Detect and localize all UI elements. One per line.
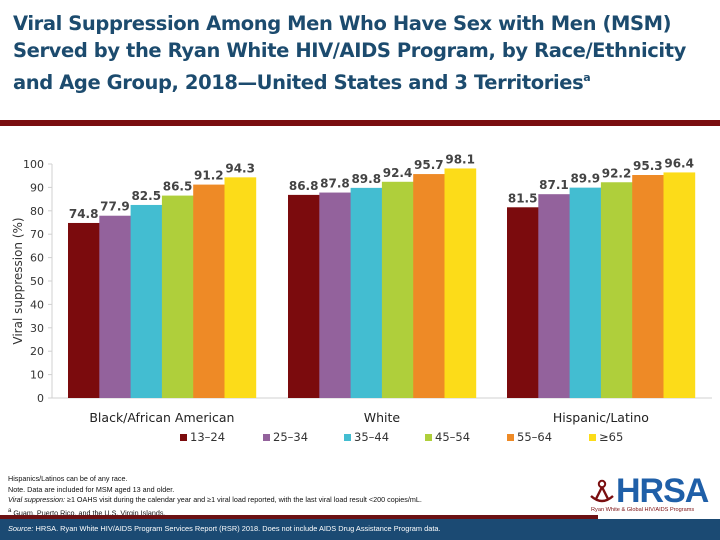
y-tick-label: 40	[30, 298, 44, 311]
data-label: 86.8	[289, 179, 319, 193]
legend-label: 45–54	[435, 430, 470, 444]
bar	[319, 192, 351, 398]
bar	[632, 174, 664, 398]
chart-bars	[68, 168, 696, 398]
data-label: 87.8	[320, 177, 350, 191]
bar	[161, 195, 194, 398]
footer-divider	[0, 515, 598, 519]
note-territories: a Guam, Puerto Rico, and the U.S. Virgin…	[8, 506, 568, 519]
title-footnote-marker: a	[583, 71, 591, 84]
chart-notes: Hispanics/Latinos can be of any race. No…	[8, 474, 568, 518]
bar	[288, 194, 320, 398]
bar	[350, 187, 383, 398]
y-tick-label: 70	[30, 228, 44, 241]
data-label: 86.5	[163, 180, 193, 194]
x-category-label: Black/African American	[89, 410, 234, 425]
hrsa-wordmark: HRSA	[616, 472, 709, 510]
data-label: 89.9	[570, 172, 600, 186]
chart-category-labels: Black/African American White Hispanic/Lati…	[89, 410, 649, 425]
bar	[193, 184, 225, 398]
y-tick-label: 10	[30, 369, 44, 382]
page-title: Viral Suppression Among Men Who Have Sex…	[13, 10, 718, 96]
y-tick-label: 90	[30, 181, 44, 194]
note-territories-text: Guam, Puerto Rico, and the U.S. Virgin I…	[11, 507, 166, 517]
bar	[663, 172, 696, 398]
data-label: 91.2	[194, 169, 224, 183]
bar	[99, 215, 131, 398]
legend-swatch	[180, 434, 187, 441]
title-line-1: Viral Suppression Among Men Who Have Sex…	[13, 12, 672, 35]
data-label: 82.5	[131, 189, 161, 203]
hrsa-subtitle: Ryan White & Global HIV/AIDS Programs	[591, 507, 695, 513]
legend-swatch	[263, 434, 270, 441]
title-line-2: Served by the Ryan White HIV/AIDS Progra…	[13, 39, 686, 62]
data-label: 92.2	[602, 166, 632, 180]
bar	[130, 204, 163, 398]
note-territories-marker: a	[8, 507, 12, 514]
data-label: 81.5	[508, 191, 538, 205]
bar-chart: 0 10 20 30 40 50 60 70 80 90 100 Viral suppression …	[11, 152, 712, 444]
legend-swatch	[589, 434, 596, 441]
legend-label: 13–24	[190, 430, 225, 444]
y-tick-label: 20	[30, 345, 44, 358]
x-category-label: Hispanic/Latino	[553, 410, 649, 425]
footer-bar: Source: HRSA. Ryan White HIV/AIDS Progra…	[0, 519, 720, 540]
bar	[413, 174, 445, 398]
source-text: HRSA. Ryan White HIV/AIDS Program Servic…	[33, 524, 441, 533]
source-citation: Source: HRSA. Ryan White HIV/AIDS Progra…	[8, 524, 441, 533]
bar	[224, 177, 257, 398]
bar	[68, 222, 100, 398]
chart-legend: 13–24 25–34 35–44 45–54 55–64 ≥65	[180, 430, 623, 444]
legend-label: ≥65	[599, 430, 623, 444]
title-line-3-text: and Age Group, 2018—United States and 3 …	[13, 71, 584, 94]
header-divider	[0, 120, 720, 126]
data-label: 98.1	[445, 152, 475, 166]
y-tick-label: 50	[30, 275, 44, 288]
bar	[381, 181, 414, 398]
y-axis-title: Viral suppression (%)	[11, 217, 25, 344]
x-category-label: White	[364, 410, 401, 425]
y-tick-label: 30	[30, 322, 44, 335]
note-viral-suppression: Viral suppression: ≥1 OAHS visit during …	[8, 495, 568, 506]
legend-swatch	[507, 434, 514, 441]
hrsa-logo: HRSA Ryan White & Global HIV/AIDS Progra…	[588, 473, 718, 517]
bar	[538, 194, 570, 398]
data-label: 87.1	[539, 178, 569, 192]
legend-swatch	[425, 434, 432, 441]
data-label: 96.4	[664, 156, 694, 170]
note-vs-term: Viral suppression:	[8, 495, 65, 504]
y-tick-label: 80	[30, 205, 44, 218]
bar	[569, 187, 602, 398]
note-vs-definition: ≥1 OAHS visit during the calendar year a…	[65, 495, 422, 504]
legend-label: 35–44	[354, 430, 389, 444]
data-label: 92.4	[383, 166, 413, 180]
ryan-white-ribbon-icon	[590, 479, 614, 503]
source-label: Source:	[8, 524, 34, 533]
note-hispanic: Hispanics/Latinos can be of any race.	[8, 474, 128, 483]
data-label: 77.9	[100, 200, 130, 214]
chart-data-labels: 74.877.982.586.591.294.3 86.8 87.8 89.8 92.4…	[69, 152, 694, 221]
y-tick-label: 60	[30, 252, 44, 265]
title-line-3: and Age Group, 2018—United States and 3 …	[13, 64, 718, 96]
data-label: 95.7	[414, 158, 444, 172]
legend-label: 55–64	[517, 430, 552, 444]
data-label: 74.8	[69, 207, 99, 221]
data-label: 89.8	[351, 172, 381, 186]
note-msm-age: Note. Data are included for MSM aged 13 …	[8, 484, 175, 494]
bar	[507, 207, 539, 398]
y-tick-label: 100	[23, 158, 44, 171]
bar	[600, 182, 633, 398]
y-tick-label: 0	[37, 392, 44, 405]
data-label: 94.3	[225, 161, 255, 175]
legend-label: 25–34	[273, 430, 308, 444]
data-label: 95.3	[633, 159, 663, 173]
bar	[444, 168, 477, 398]
legend-swatch	[344, 434, 351, 441]
